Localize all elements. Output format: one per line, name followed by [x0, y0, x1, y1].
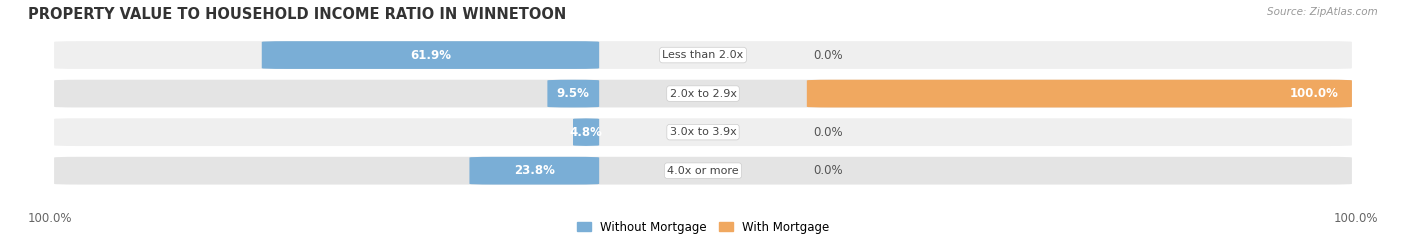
Text: 100.0%: 100.0%: [1291, 87, 1339, 100]
Text: 23.8%: 23.8%: [513, 164, 555, 177]
Text: 3.0x to 3.9x: 3.0x to 3.9x: [669, 127, 737, 137]
Text: 9.5%: 9.5%: [557, 87, 589, 100]
Text: 2.0x to 2.9x: 2.0x to 2.9x: [669, 89, 737, 99]
FancyBboxPatch shape: [53, 80, 1353, 107]
Text: 100.0%: 100.0%: [28, 212, 73, 225]
FancyBboxPatch shape: [53, 41, 1353, 69]
Text: Source: ZipAtlas.com: Source: ZipAtlas.com: [1267, 7, 1378, 17]
Text: Less than 2.0x: Less than 2.0x: [662, 50, 744, 60]
Text: 0.0%: 0.0%: [813, 164, 844, 177]
Legend: Without Mortgage, With Mortgage: Without Mortgage, With Mortgage: [572, 216, 834, 234]
FancyBboxPatch shape: [470, 157, 599, 185]
FancyBboxPatch shape: [53, 157, 1353, 185]
Text: 0.0%: 0.0%: [813, 49, 844, 62]
FancyBboxPatch shape: [262, 41, 599, 69]
Text: 4.0x or more: 4.0x or more: [668, 166, 738, 176]
Text: PROPERTY VALUE TO HOUSEHOLD INCOME RATIO IN WINNETOON: PROPERTY VALUE TO HOUSEHOLD INCOME RATIO…: [28, 7, 567, 22]
Text: 100.0%: 100.0%: [1333, 212, 1378, 225]
FancyBboxPatch shape: [807, 80, 1353, 107]
Text: 61.9%: 61.9%: [411, 49, 451, 62]
Text: 0.0%: 0.0%: [813, 126, 844, 139]
Text: 4.8%: 4.8%: [569, 126, 603, 139]
FancyBboxPatch shape: [574, 118, 599, 146]
FancyBboxPatch shape: [547, 80, 599, 107]
FancyBboxPatch shape: [53, 118, 1353, 146]
